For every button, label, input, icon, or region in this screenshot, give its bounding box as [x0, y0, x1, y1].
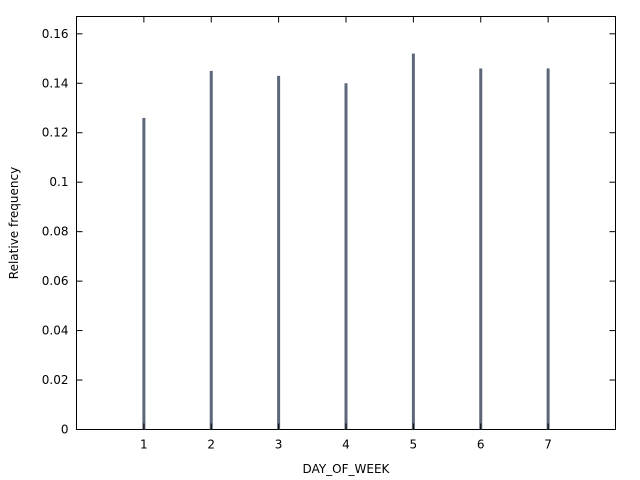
x-axis-title: DAY_OF_WEEK [303, 462, 391, 476]
x-tick-label: 2 [207, 438, 215, 452]
y-tick-label: 0.08 [42, 225, 69, 239]
x-tick-label: 5 [410, 438, 418, 452]
bar-4 [344, 83, 348, 430]
y-tick-label: 0.14 [42, 76, 69, 90]
x-tick-label: 6 [477, 438, 485, 452]
x-tick-label: 4 [342, 438, 350, 452]
ticks [76, 16, 616, 430]
y-tick-label: 0.1 [49, 175, 68, 189]
bar-7 [546, 68, 550, 430]
bar-6 [479, 68, 483, 430]
y-tick-label: 0.02 [42, 373, 69, 387]
y-tick-label: 0.16 [42, 27, 69, 41]
x-tick-label: 1 [140, 438, 148, 452]
bars [142, 53, 550, 430]
y-tick-label: 0.04 [42, 324, 69, 338]
x-tick-label: 3 [275, 438, 283, 452]
x-tick-label: 7 [544, 438, 552, 452]
y-axis-title: Relative frequency [7, 167, 21, 279]
bar-5 [411, 53, 415, 430]
bar-3 [277, 75, 281, 430]
bar-2 [209, 70, 213, 430]
y-tick-label: 0.12 [42, 126, 69, 140]
y-tick-label: 0 [61, 423, 69, 437]
bar-1 [142, 117, 146, 430]
tick-labels: 0 0.02 0.04 0.06 0.08 0.1 0.12 0.14 0.16 1 2 3 4 5 6 7 [42, 27, 552, 452]
y-tick-label: 0.06 [42, 274, 69, 288]
